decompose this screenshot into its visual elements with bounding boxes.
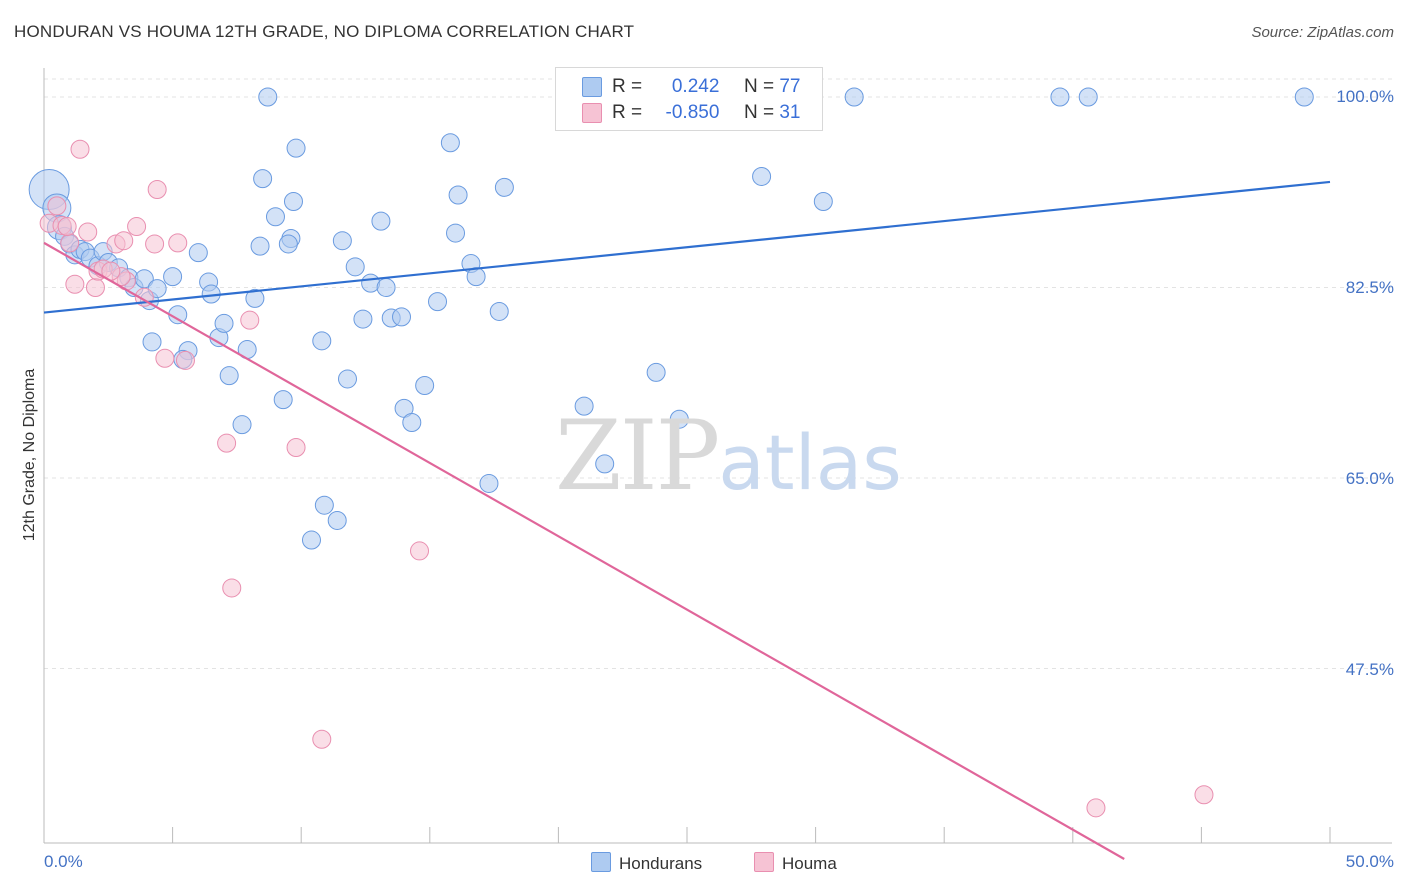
data-point-hondurans: [286, 138, 306, 158]
watermark-zip: ZIP: [555, 400, 720, 512]
data-point-hondurans: [219, 366, 239, 386]
y-axis-label: 12th Grade, No Diploma: [21, 368, 38, 542]
data-point-hondurans: [489, 301, 509, 321]
data-point-houma: [175, 350, 195, 370]
data-point-hondurans: [142, 332, 162, 352]
data-point-hondurans: [479, 473, 499, 493]
data-point-hondurans: [1294, 87, 1314, 107]
watermark: ZIPatlas: [555, 400, 902, 512]
legend-r-label: R =: [612, 102, 643, 123]
data-point-hondurans: [752, 166, 772, 186]
data-point-houma: [168, 233, 188, 253]
data-point-houma: [65, 274, 85, 294]
data-point-hondurans: [446, 223, 466, 243]
x-tick-label: 0.0%: [44, 852, 83, 871]
x-tick-label: 50.0%: [1345, 852, 1394, 871]
data-point-houma: [312, 729, 332, 749]
data-point-hondurans: [428, 292, 448, 312]
data-point-hondurans: [371, 211, 391, 231]
y-tick-label: 47.5%: [1345, 660, 1394, 679]
watermark-atlas: atlas: [718, 418, 902, 507]
legend-swatch-pink: [582, 103, 602, 123]
data-point-houma: [47, 196, 67, 216]
trend-line-hondurans: [43, 180, 1331, 314]
data-point-hondurans: [273, 390, 293, 410]
y-tick-label: 65.0%: [1345, 469, 1394, 488]
data-point-hondurans: [163, 267, 183, 287]
data-point-hondurans: [283, 192, 303, 212]
data-point-hondurans: [332, 231, 352, 251]
data-point-hondurans: [402, 412, 422, 432]
data-point-hondurans: [1078, 87, 1098, 107]
legend-item-hondurans: Hondurans: [591, 852, 702, 874]
data-point-houma: [85, 278, 105, 297]
data-point-houma: [127, 217, 147, 237]
legend-r-value: -0.850: [665, 102, 720, 123]
legend-swatch-blue: [591, 852, 611, 872]
data-point-houma: [286, 438, 306, 458]
data-point-hondurans: [574, 396, 594, 416]
data-point-hondurans: [253, 169, 273, 189]
legend-r-value: 0.242: [671, 76, 720, 97]
data-point-hondurans: [265, 207, 285, 227]
data-point-houma: [57, 217, 77, 237]
y-tick-label: 100.0%: [1336, 87, 1394, 106]
data-point-houma: [147, 180, 167, 200]
data-point-hondurans: [595, 454, 615, 474]
chart-title: HONDURAN VS HOUMA 12TH GRADE, NO DIPLOMA…: [14, 22, 635, 41]
data-point-hondurans: [669, 409, 689, 429]
data-point-houma: [410, 541, 430, 561]
legend-swatch-blue: [582, 77, 602, 97]
trend-line-houma: [43, 241, 1125, 860]
legend-n-value: 31: [779, 102, 801, 123]
legend-label-houma: Houma: [782, 854, 837, 873]
data-point-houma: [60, 233, 80, 253]
data-point-hondurans: [245, 288, 265, 308]
data-point-hondurans: [353, 309, 373, 329]
data-point-hondurans: [188, 243, 208, 263]
legend-n-value: 77: [779, 76, 801, 97]
data-point-hondurans: [312, 331, 332, 351]
data-point-hondurans: [250, 236, 270, 256]
data-point-houma: [222, 578, 242, 598]
data-point-hondurans: [415, 375, 435, 395]
data-point-houma: [145, 234, 165, 254]
data-point-hondurans: [258, 87, 278, 107]
data-point-houma: [1086, 798, 1106, 818]
data-point-hondurans: [376, 278, 396, 297]
data-point-hondurans: [301, 530, 321, 550]
data-point-hondurans: [440, 133, 460, 153]
data-point-hondurans: [494, 177, 514, 197]
correlation-legend: R = 0.242 N = 77 R = -0.850 N = 31: [555, 67, 823, 131]
data-point-hondurans: [813, 192, 833, 212]
data-point-hondurans: [278, 234, 298, 254]
legend-n-label: N =: [743, 76, 775, 97]
data-point-hondurans: [345, 257, 365, 277]
data-point-hondurans: [646, 362, 666, 382]
legend-r-label: R =: [612, 76, 643, 97]
data-point-houma: [240, 310, 260, 330]
legend-label-hondurans: Hondurans: [619, 854, 703, 873]
data-point-hondurans: [337, 369, 357, 389]
data-point-houma: [217, 433, 237, 453]
y-tick-label: 82.5%: [1345, 278, 1394, 297]
data-point-hondurans: [448, 185, 468, 205]
legend-item-houma: Houma: [754, 852, 837, 874]
data-point-hondurans: [844, 87, 864, 107]
data-point-hondurans: [392, 307, 412, 327]
data-point-hondurans: [1050, 87, 1070, 107]
data-point-hondurans: [214, 313, 234, 333]
chart-source: Source: ZipAtlas.com: [1251, 24, 1394, 41]
data-point-houma: [78, 222, 98, 242]
data-point-houma: [1194, 785, 1214, 805]
data-point-houma: [70, 139, 90, 159]
data-point-hondurans: [327, 510, 347, 530]
data-point-houma: [155, 348, 175, 368]
legend-n-label: N =: [743, 102, 775, 123]
data-point-houma: [114, 231, 134, 251]
data-point-hondurans: [232, 415, 252, 435]
legend-swatch-pink: [754, 852, 774, 872]
data-point-hondurans: [314, 495, 334, 515]
